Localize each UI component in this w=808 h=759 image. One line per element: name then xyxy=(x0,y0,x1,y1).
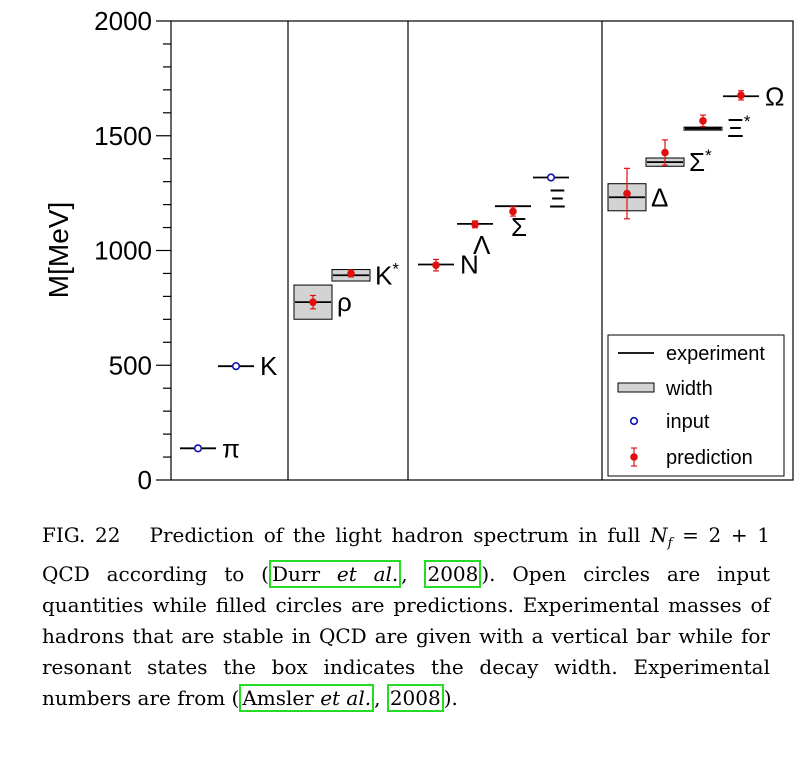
particle-label: N xyxy=(460,249,479,279)
particle-N: N xyxy=(418,249,479,279)
particle-label: ρ xyxy=(337,287,352,317)
particle-label: Ω xyxy=(765,81,784,111)
prediction-point xyxy=(347,269,355,278)
citation-durr-author[interactable]: Durr et al. xyxy=(268,560,402,588)
label-star: * xyxy=(744,112,751,131)
figure-caption: FIG. 22 Prediction of the light hadron s… xyxy=(42,523,771,712)
particle-K: K xyxy=(218,351,278,381)
citation-amsler-author[interactable]: Amsler et al. xyxy=(239,684,375,712)
legend-prediction-label: prediction xyxy=(666,447,753,469)
legend-input-marker xyxy=(629,416,639,426)
particle-label: Δ xyxy=(651,182,668,212)
particle-π: π xyxy=(180,433,240,463)
legend-experiment-label: experiment xyxy=(666,343,765,365)
prediction-point xyxy=(509,207,517,216)
y-tick-label: 2000 xyxy=(94,6,152,36)
figure-label: FIG. 22 xyxy=(42,523,121,547)
particle-Ξ: Ξ xyxy=(533,173,569,214)
particle-label: Σ xyxy=(511,212,527,242)
legend: experiment width input prediction xyxy=(607,334,785,477)
prediction-point xyxy=(471,220,479,229)
y-axis-label: M[MeV] xyxy=(43,202,74,298)
prediction-point xyxy=(699,117,707,125)
particle-label: Ξ* xyxy=(727,112,751,143)
particle-label: Λ xyxy=(473,230,491,260)
particle-Σ*: Σ* xyxy=(645,139,712,177)
particle-ρ: ρ xyxy=(293,284,352,320)
caption-equation: = 2 + 1 QCD according to ( xyxy=(42,523,771,586)
particle-K*: K* xyxy=(331,259,399,290)
prediction-point xyxy=(309,298,317,306)
legend-input-label: input xyxy=(666,411,710,433)
label-star: * xyxy=(392,259,399,278)
prediction-point xyxy=(737,91,745,100)
particle-label: Σ* xyxy=(689,146,712,177)
legend-width-label: width xyxy=(665,378,713,400)
caption-text-1: Prediction of the light hadron spectrum … xyxy=(149,523,641,547)
legend-prediction-marker xyxy=(630,453,638,461)
prediction-point xyxy=(432,261,440,269)
y-tick-label: 500 xyxy=(109,350,152,380)
prediction-point xyxy=(623,189,631,198)
nf-symbol: Nf xyxy=(650,523,673,551)
citation-durr-year[interactable]: 2008 xyxy=(424,560,482,588)
input-point xyxy=(546,173,556,182)
input-point xyxy=(193,444,203,453)
legend-frame xyxy=(607,334,785,477)
particle-label: K xyxy=(260,351,278,381)
label-star: * xyxy=(705,146,712,165)
input-point xyxy=(231,362,241,371)
particle-Λ: Λ xyxy=(457,220,493,260)
y-tick-label: 0 xyxy=(138,465,152,495)
prediction-point xyxy=(661,148,669,157)
particle-Ω: Ω xyxy=(723,81,784,111)
particle-label: K* xyxy=(375,259,399,290)
y-axis: 0 500 1000 1500 2000 xyxy=(94,6,171,495)
particle-label: π xyxy=(222,433,240,463)
legend-width-marker xyxy=(617,382,655,393)
y-tick-label: 1500 xyxy=(94,121,152,151)
particle-Δ: Δ xyxy=(607,167,668,220)
group-dividers xyxy=(287,21,603,480)
particle-Σ: Σ xyxy=(495,205,531,242)
y-tick-label: 1000 xyxy=(94,236,152,266)
citation-amsler-year[interactable]: 2008 xyxy=(386,684,444,712)
particle-label: Ξ xyxy=(549,184,566,214)
particle-Ξ*: Ξ* xyxy=(683,112,751,143)
caption-text-2: ). Open circles are input quantities whi… xyxy=(42,562,770,710)
